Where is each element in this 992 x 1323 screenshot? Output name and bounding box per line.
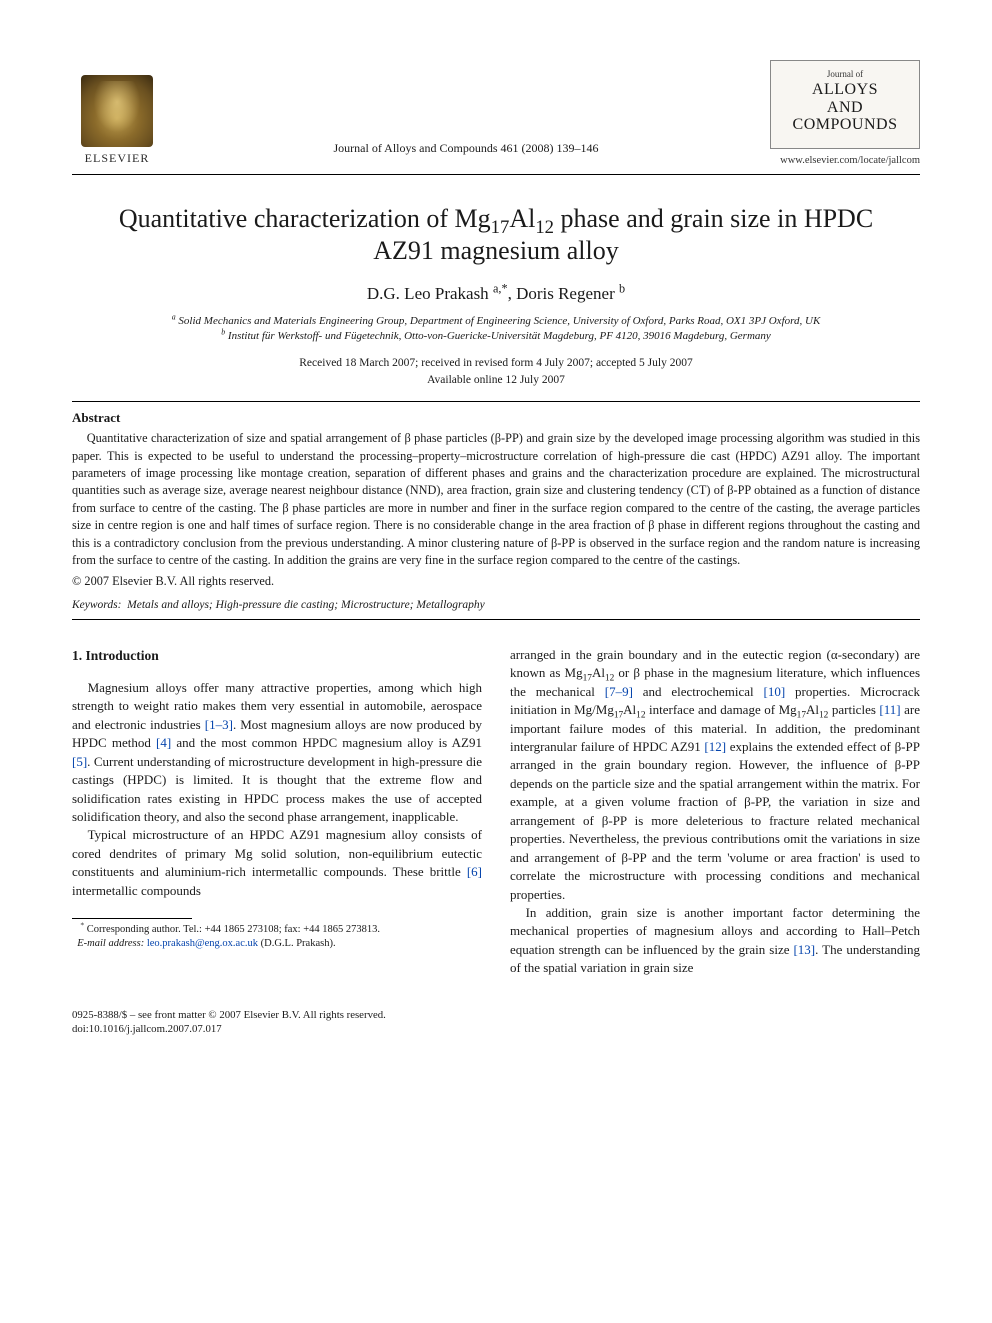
citation-link[interactable]: [6] — [467, 864, 482, 879]
page-footer: 0925-8388/$ – see front matter © 2007 El… — [72, 1008, 920, 1037]
journal-name-line1: ALLOYS — [812, 81, 878, 98]
publisher-logo: ELSEVIER — [72, 75, 162, 166]
body-text: . Current understanding of microstructur… — [72, 754, 482, 824]
abstract-body: Quantitative characterization of size an… — [72, 430, 920, 570]
body-text: interface and damage of Mg — [646, 702, 797, 717]
left-column: 1. Introduction Magnesium alloys offer m… — [72, 646, 482, 978]
article-dates: Received 18 March 2007; received in revi… — [72, 355, 920, 390]
body-paragraph: Magnesium alloys offer many attractive p… — [72, 679, 482, 827]
body-text: Al — [623, 702, 636, 717]
keywords-label: Keywords: — [72, 599, 121, 611]
citation-link[interactable]: [13] — [793, 942, 815, 957]
subscript: 12 — [636, 711, 645, 721]
divider — [72, 174, 920, 175]
section-heading: 1. Introduction — [72, 646, 482, 665]
divider — [72, 401, 920, 402]
journal-name-line2: AND COMPOUNDS — [793, 99, 898, 134]
title-text: Quantitative characterization of Mg — [119, 204, 491, 233]
subscript: 12 — [605, 674, 614, 684]
footnote-divider — [72, 918, 192, 919]
body-text: Al — [592, 665, 605, 680]
email-label: E-mail address: — [77, 938, 144, 949]
corresponding-footnote: * Corresponding author. Tel.: +44 1865 2… — [72, 923, 482, 951]
body-paragraph: Typical microstructure of an HPDC AZ91 m… — [72, 826, 482, 900]
right-column: arranged in the grain boundary and in th… — [510, 646, 920, 978]
citation-link[interactable]: [7–9] — [605, 684, 633, 699]
affiliation-a: Solid Mechanics and Materials Engineerin… — [178, 315, 820, 327]
received-date: Received 18 March 2007; received in revi… — [299, 357, 692, 369]
body-paragraph: arranged in the grain boundary and in th… — [510, 646, 920, 904]
journal-logo-name: ALLOYS AND COMPOUNDS — [777, 81, 913, 134]
author-sep: , — [508, 284, 517, 303]
email-link[interactable]: leo.prakash@eng.ox.ac.uk — [147, 938, 258, 949]
body-columns: 1. Introduction Magnesium alloys offer m… — [72, 646, 920, 978]
keywords: Keywords: Metals and alloys; High-pressu… — [72, 599, 920, 611]
author-affil-mark: b — [619, 281, 625, 295]
body-text: explains the extended effect of β-PP arr… — [510, 739, 920, 902]
journal-url[interactable]: www.elsevier.com/locate/jallcom — [770, 155, 920, 166]
elsevier-tree-icon — [81, 75, 153, 147]
title-subscript: 17 — [491, 217, 510, 238]
affiliation-b: Institut für Werkstoff- und Fügetechnik,… — [228, 330, 771, 342]
journal-logo-block: Journal of ALLOYS AND COMPOUNDS www.else… — [770, 60, 920, 166]
body-paragraph: In addition, grain size is another impor… — [510, 904, 920, 978]
article-title: Quantitative characterization of Mg17Al1… — [116, 203, 876, 268]
author-name: D.G. Leo Prakash — [367, 284, 489, 303]
header-row: ELSEVIER Journal of Alloys and Compounds… — [72, 60, 920, 166]
body-text: Al — [806, 702, 819, 717]
abstract-copyright: © 2007 Elsevier B.V. All rights reserved… — [72, 574, 920, 589]
divider — [72, 619, 920, 620]
footer-doi: doi:10.1016/j.jallcom.2007.07.017 — [72, 1023, 222, 1035]
keywords-value: Metals and alloys; High-pressure die cas… — [127, 599, 485, 611]
email-person: (D.G.L. Prakash). — [261, 938, 336, 949]
citation-link[interactable]: [11] — [879, 702, 900, 717]
subscript: 17 — [614, 711, 623, 721]
online-date: Available online 12 July 2007 — [427, 374, 565, 386]
citation-link[interactable]: [5] — [72, 754, 87, 769]
publisher-name: ELSEVIER — [85, 151, 150, 166]
citation-link[interactable]: [10] — [764, 684, 786, 699]
body-text: Typical microstructure of an HPDC AZ91 m… — [72, 827, 482, 879]
journal-reference: Journal of Alloys and Compounds 461 (200… — [162, 141, 770, 166]
subscript: 17 — [583, 674, 592, 684]
affiliations: a Solid Mechanics and Materials Engineer… — [72, 314, 920, 345]
body-text: particles — [828, 702, 879, 717]
subscript: 17 — [797, 711, 806, 721]
author-list: D.G. Leo Prakash a,*, Doris Regener b — [72, 284, 920, 304]
citation-link[interactable]: [4] — [156, 735, 171, 750]
title-subscript: 12 — [535, 217, 554, 238]
author-name: Doris Regener — [516, 284, 615, 303]
subscript: 12 — [819, 711, 828, 721]
journal-logo-smalltext: Journal of — [827, 69, 863, 79]
body-text: intermetallic compounds — [72, 883, 201, 898]
abstract-heading: Abstract — [72, 410, 920, 426]
body-text: and electrochemical — [633, 684, 764, 699]
journal-logo: Journal of ALLOYS AND COMPOUNDS — [770, 60, 920, 149]
citation-link[interactable]: [1–3] — [205, 717, 233, 732]
citation-link[interactable]: [12] — [704, 739, 726, 754]
body-text: and the most common HPDC magnesium alloy… — [171, 735, 482, 750]
footer-copyright: 0925-8388/$ – see front matter © 2007 El… — [72, 1009, 386, 1021]
footnote-text: Corresponding author. Tel.: +44 1865 273… — [87, 924, 380, 935]
title-text: Al — [509, 204, 535, 233]
